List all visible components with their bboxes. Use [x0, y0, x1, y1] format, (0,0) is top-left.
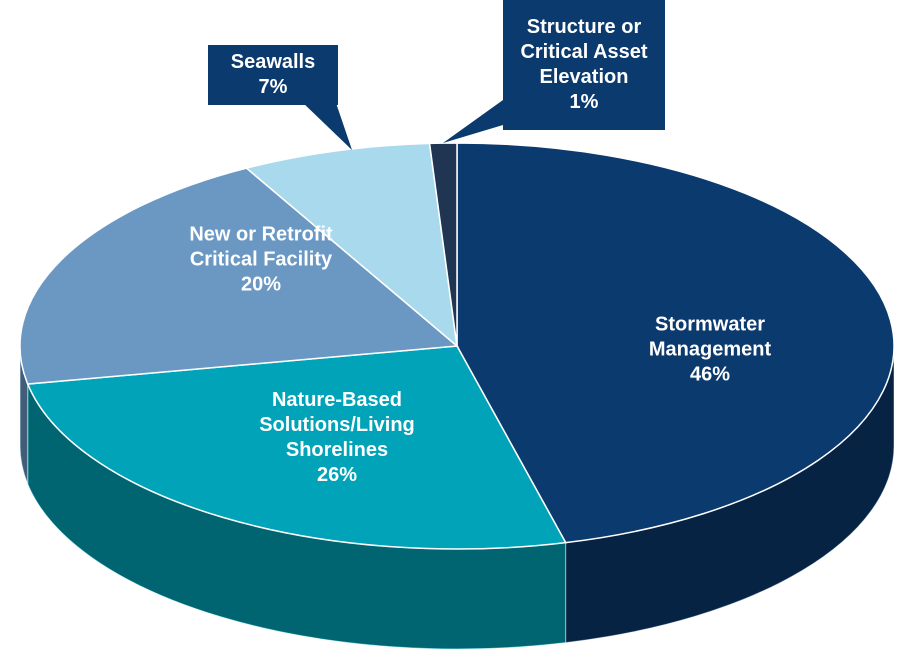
- callout-box: Structure or Critical Asset Elevation 1%: [503, 0, 665, 130]
- category-label: Seawalls: [230, 51, 316, 73]
- category-label: Nature-Based Solutions/Living Shorelines: [259, 389, 415, 461]
- slice-label: Stormwater Management 46%: [610, 313, 810, 388]
- value-label: 26%: [316, 464, 358, 486]
- category-label: Structure or Critical Asset Elevation: [520, 16, 648, 88]
- slice-label: Nature-Based Solutions/Living Shorelines…: [227, 388, 447, 488]
- slice: [244, 142, 459, 348]
- slice: [26, 345, 567, 550]
- slice: [19, 167, 459, 385]
- slice-side: [27, 384, 566, 650]
- value-label: 46%: [689, 363, 731, 386]
- category-label: Stormwater Management: [648, 313, 772, 361]
- callout-pointer: [443, 100, 503, 143]
- slice-label: New or Retrofit Critical Facility 20%: [161, 223, 361, 298]
- category-label: New or Retrofit Critical Facility: [189, 223, 333, 271]
- value-label: 20%: [240, 273, 282, 296]
- value-label: 7%: [258, 76, 288, 98]
- slice-side: [565, 346, 894, 643]
- slice: [456, 142, 895, 544]
- slice: [428, 142, 458, 347]
- callout-pointer: [300, 100, 352, 150]
- callout-box: Seawalls 7%: [208, 45, 338, 105]
- value-label: 1%: [569, 91, 599, 113]
